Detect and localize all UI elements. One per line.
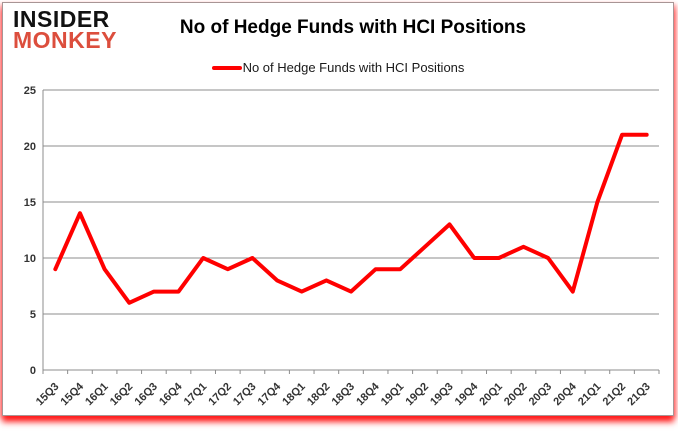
y-tick-label-5: 5 [30, 309, 36, 321]
y-tick-label-10: 10 [24, 253, 36, 265]
legend-label: No of Hedge Funds with HCI Positions [242, 60, 465, 75]
insider-monkey-logo: INSIDER MONKEY [13, 6, 117, 54]
y-tick-label-0: 0 [30, 365, 36, 377]
x-tick-label-17Q3: 17Q3 [231, 381, 259, 409]
x-tick-label-19Q3: 19Q3 [428, 381, 456, 409]
x-tick-label-15Q3: 15Q3 [34, 381, 62, 409]
x-tick-label-16Q2: 16Q2 [108, 381, 136, 409]
x-tick-label-18Q4: 18Q4 [354, 380, 382, 408]
x-tick-label-20Q3: 20Q3 [527, 381, 555, 409]
x-tick-label-17Q4: 17Q4 [256, 380, 284, 408]
x-tick-label-17Q2: 17Q2 [206, 381, 234, 409]
x-tick-label-21Q3: 21Q3 [625, 381, 653, 409]
chart-canvas: 051015202515Q315Q416Q116Q216Q316Q417Q117… [24, 85, 660, 409]
y-tick-label-15: 15 [24, 197, 36, 209]
chart-legend: No of Hedge Funds with HCI Positions [3, 60, 673, 75]
x-tick-label-19Q2: 19Q2 [404, 381, 432, 409]
x-tick-label-17Q1: 17Q1 [182, 381, 210, 409]
y-tick-label-20: 20 [24, 141, 36, 153]
chart-frame: INSIDER MONKEY No of Hedge Funds with HC… [2, 2, 674, 416]
x-tick-label-21Q2: 21Q2 [601, 381, 629, 409]
x-tick-label-16Q3: 16Q3 [132, 381, 160, 409]
x-tick-label-21Q1: 21Q1 [576, 381, 604, 409]
logo-line-monkey: MONKEY [13, 27, 117, 54]
x-tick-label-20Q4: 20Q4 [551, 380, 579, 408]
x-tick-label-20Q1: 20Q1 [477, 381, 505, 409]
x-tick-label-18Q2: 18Q2 [305, 381, 333, 409]
x-tick-label-15Q4: 15Q4 [59, 380, 87, 408]
logo-line-insider: INSIDER [13, 6, 110, 32]
legend-line-marker-icon [211, 65, 242, 70]
x-tick-label-19Q1: 19Q1 [379, 381, 407, 409]
x-tick-label-18Q1: 18Q1 [280, 381, 308, 409]
x-tick-label-16Q1: 16Q1 [83, 381, 111, 409]
chart-title: No of Hedge Funds with HCI Positions [179, 17, 527, 38]
x-tick-label-18Q3: 18Q3 [330, 381, 358, 409]
data-line-series [53, 132, 649, 305]
x-tick-label-19Q4: 19Q4 [453, 380, 481, 408]
x-tick-label-16Q4: 16Q4 [157, 380, 185, 408]
x-tick-label-20Q2: 20Q2 [502, 381, 530, 409]
y-tick-label-25: 25 [24, 85, 36, 97]
